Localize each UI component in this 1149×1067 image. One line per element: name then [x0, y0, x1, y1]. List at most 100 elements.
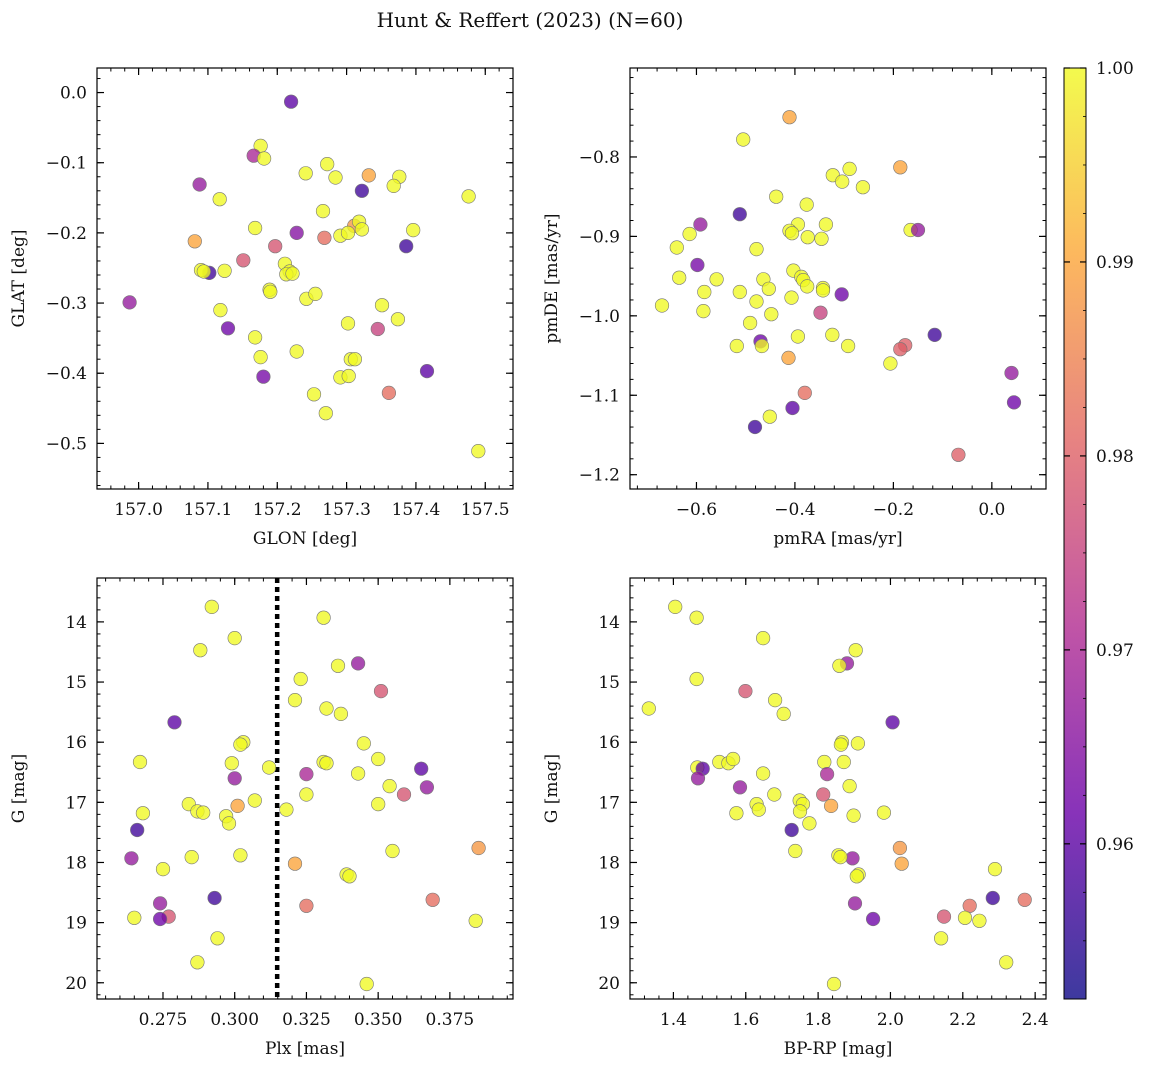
data-point	[461, 189, 476, 204]
data-point	[196, 264, 211, 279]
data-point	[279, 802, 294, 817]
data-point	[257, 151, 272, 166]
data-point	[893, 160, 908, 175]
colorbar-tick-label: 0.97	[1096, 641, 1134, 661]
y-tick-label: 15	[598, 673, 620, 693]
data-point	[784, 226, 800, 241]
data-point	[187, 234, 202, 249]
data-point	[359, 976, 374, 992]
y-tick-label: −0.4	[46, 364, 87, 384]
data-point	[317, 230, 332, 245]
data-point	[341, 368, 356, 384]
x-tick-label: 0.325	[282, 1010, 331, 1030]
y-tick-label: 16	[65, 733, 87, 753]
x-tick-label: −0.2	[873, 500, 914, 520]
data-point	[749, 242, 764, 257]
points-glon-glat	[122, 94, 486, 459]
x-tick-label: 2.0	[877, 1010, 904, 1030]
x-axis-label: GLON [deg]	[253, 529, 357, 549]
data-point	[814, 231, 829, 246]
data-point	[725, 751, 741, 767]
panel-pmra-pmde: −0.6 −0.4 −0.2 0.0 −0.8 −0.9 −1.0 −1.1 −1.2 pmRA …	[542, 67, 1047, 549]
data-point	[370, 321, 385, 337]
y-tick-label: −0.9	[579, 227, 620, 247]
data-point	[936, 909, 952, 924]
y-axis-label: G [mag]	[9, 754, 29, 823]
data-point	[709, 272, 724, 287]
data-point	[910, 222, 926, 238]
x-tick-label: 0.350	[354, 1010, 403, 1030]
data-point	[689, 671, 704, 687]
data-point	[800, 230, 815, 245]
data-point	[815, 283, 831, 298]
data-point	[390, 312, 406, 327]
axes-frame	[96, 67, 514, 490]
data-point	[127, 910, 142, 925]
data-point	[894, 856, 909, 871]
data-point	[802, 816, 817, 831]
y-tick-label: 18	[65, 853, 87, 873]
data-point	[785, 400, 800, 416]
data-point	[262, 760, 277, 775]
data-point	[192, 177, 207, 192]
data-point	[207, 890, 222, 906]
data-point	[738, 683, 753, 699]
colorbar: 0.96 0.97 0.98 0.99 1.00	[1063, 59, 1134, 1000]
data-point	[333, 706, 349, 722]
data-point	[340, 225, 356, 240]
colorbar-tick-label: 0.98	[1096, 447, 1134, 467]
data-point	[210, 931, 225, 946]
data-point	[374, 298, 390, 313]
data-point	[220, 321, 236, 336]
data-point	[227, 630, 242, 646]
data-point	[289, 344, 304, 359]
x-axis-label: pmRA [mas/yr]	[773, 529, 902, 549]
axes-frame	[629, 577, 1047, 1000]
data-point	[769, 189, 784, 204]
data-point	[732, 207, 747, 222]
data-point	[381, 385, 397, 401]
data-point	[351, 656, 366, 671]
data-point	[747, 419, 763, 435]
data-point	[833, 849, 848, 865]
data-point	[371, 796, 386, 812]
data-point	[287, 856, 303, 871]
data-point	[354, 183, 370, 198]
data-point	[315, 204, 331, 219]
data-point	[308, 286, 323, 302]
data-point	[764, 307, 779, 322]
y-tick-label: −1.2	[579, 466, 620, 486]
data-point	[386, 178, 401, 193]
data-point	[767, 692, 783, 708]
data-point	[987, 861, 1003, 877]
data-point	[153, 911, 168, 927]
data-point	[371, 751, 386, 767]
y-axis-label: G [mag]	[542, 754, 562, 823]
data-point	[253, 350, 268, 365]
data-point	[847, 896, 863, 911]
data-point	[732, 284, 747, 300]
data-point	[284, 94, 299, 109]
data-point	[788, 843, 803, 859]
points-bprp-g	[641, 599, 1032, 992]
data-point	[316, 610, 331, 625]
y-tick-label: −0.2	[46, 224, 87, 244]
data-point	[883, 356, 898, 371]
data-point	[762, 409, 777, 424]
data-point	[781, 350, 796, 366]
data-point	[682, 226, 697, 242]
data-point	[985, 890, 1000, 906]
data-point	[751, 802, 766, 817]
data-point	[319, 756, 334, 771]
data-point	[356, 736, 371, 751]
data-point	[761, 281, 776, 296]
points-pmra-pmde	[654, 110, 1022, 462]
data-point	[876, 805, 892, 820]
data-point	[845, 851, 860, 866]
x-tick-label: 157.3	[322, 500, 371, 520]
data-point	[855, 180, 871, 195]
data-point	[669, 240, 684, 255]
colorbar-tick-label: 0.99	[1096, 253, 1134, 273]
data-point	[800, 279, 815, 294]
data-point	[289, 225, 304, 240]
